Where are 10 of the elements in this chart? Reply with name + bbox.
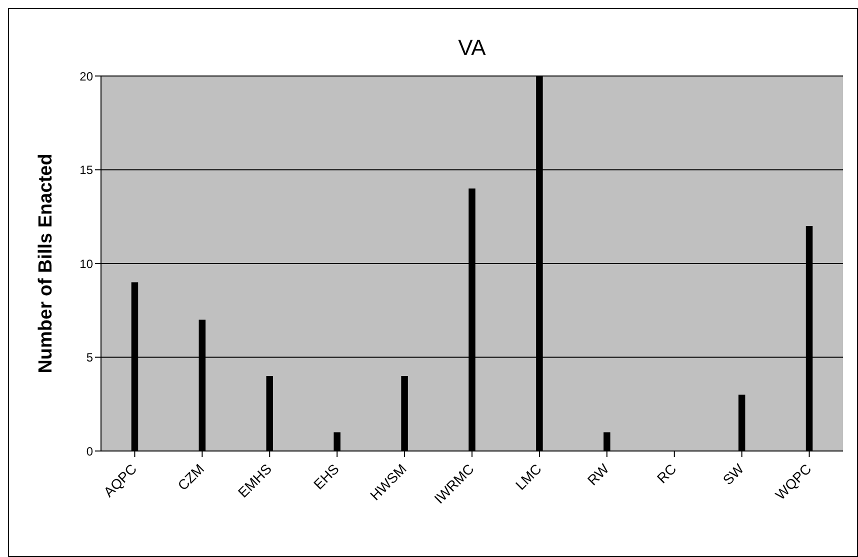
x-tick-label: RW [584,460,612,488]
y-tick-label: 5 [86,350,94,365]
chart-title: VA [457,35,487,61]
y-tick-label: 10 [80,256,94,271]
y-tick-label: 15 [80,163,94,178]
y-axis-title: Number of Bills Enacted [36,154,57,374]
x-tick-label: RC [654,460,680,486]
y-tick-label: 20 [80,69,94,84]
y-tick-label: 0 [86,444,94,458]
x-tick-label: SW [720,460,748,488]
